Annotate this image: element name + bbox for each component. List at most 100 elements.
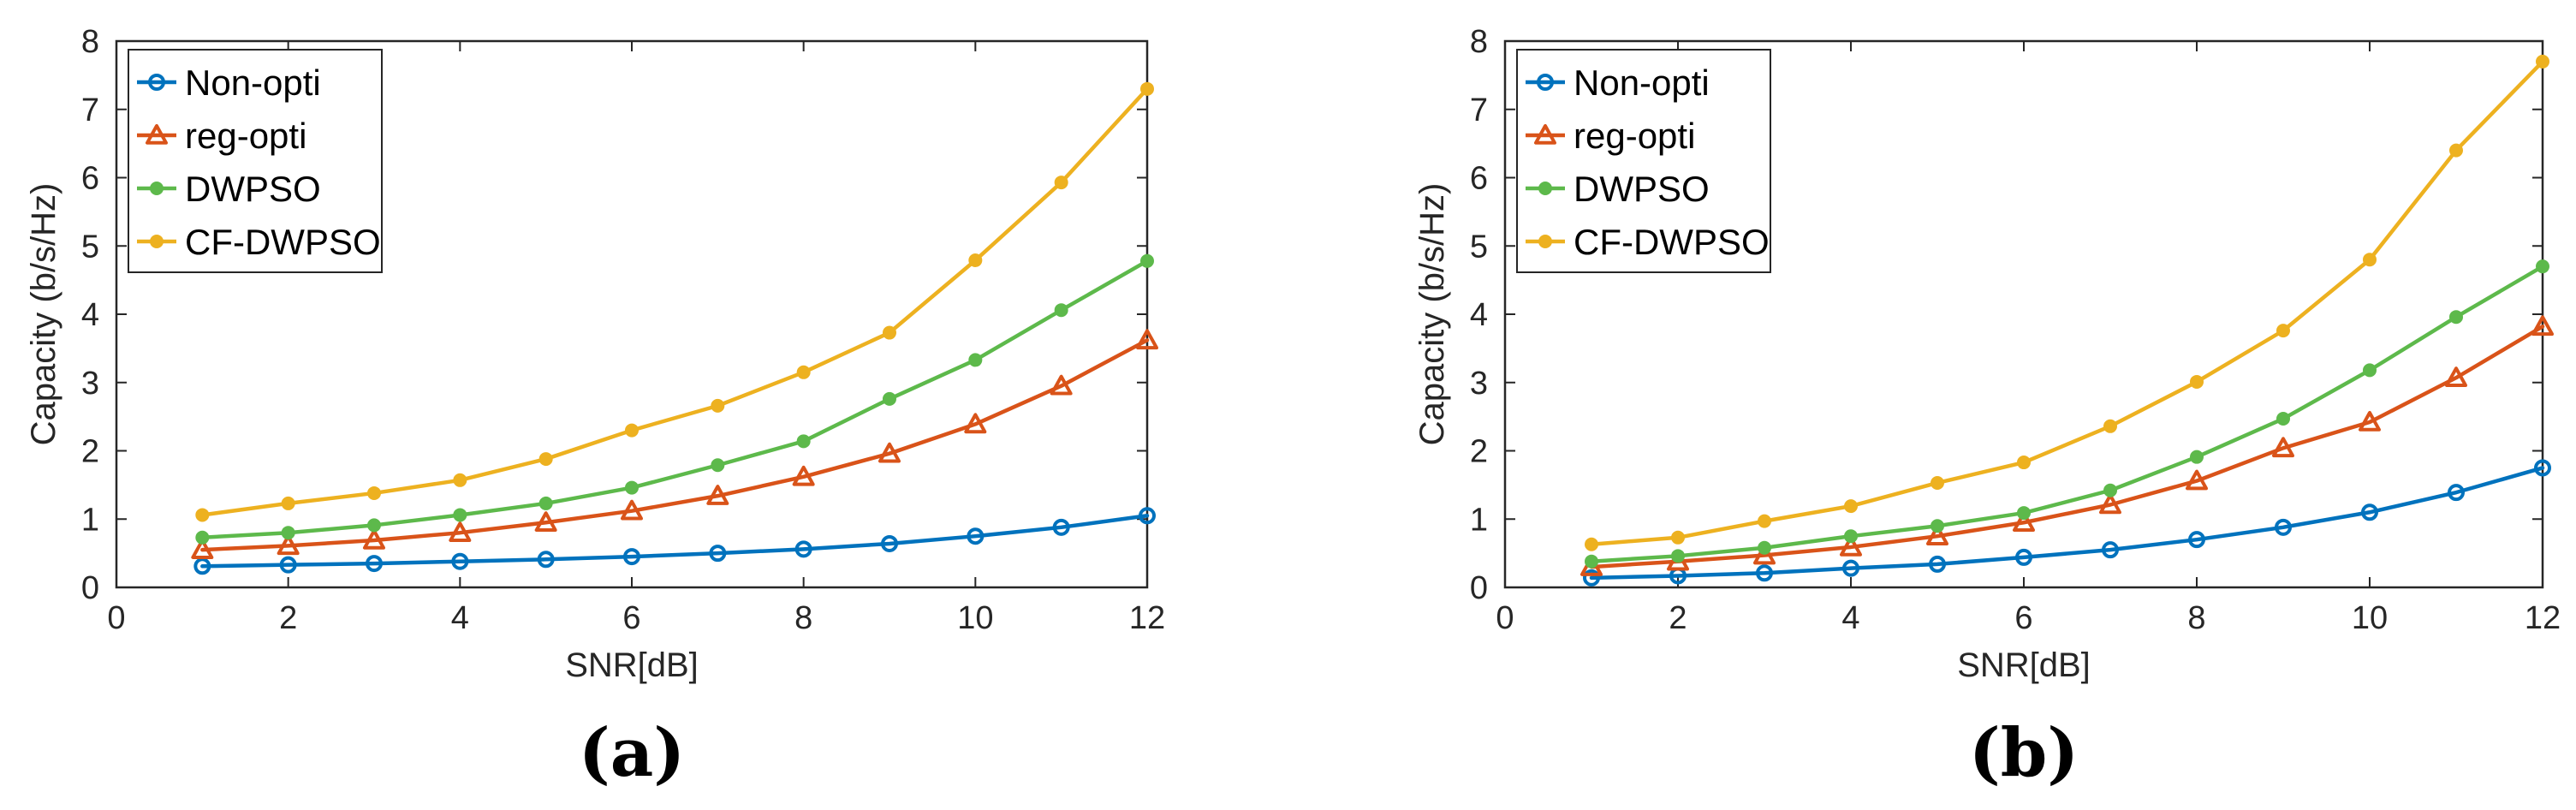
series-point-a-2-7 — [796, 434, 811, 449]
series-point-a-1-7 — [792, 465, 815, 486]
x-tick-label-a-3: 6 — [622, 600, 640, 636]
legend-label-a-2: DWPSO — [185, 169, 321, 209]
series-point-b-2-11 — [2536, 259, 2549, 274]
series-line-b-2 — [1589, 264, 2545, 563]
series-point-b-1-4 — [1926, 525, 1948, 545]
series-point-b-3-8 — [2276, 324, 2290, 338]
x-tick-label-b-0: 0 — [1496, 600, 1514, 636]
series-point-b-2-8 — [2276, 412, 2290, 426]
panel-label-b: (b) — [1969, 714, 2079, 792]
series-point-a-3-2 — [367, 485, 381, 500]
series-point-b-3-0 — [1585, 537, 1598, 551]
series-point-a-0-5 — [623, 548, 640, 566]
y-tick-label-b-4: 4 — [1470, 297, 1488, 333]
series-point-a-0-8 — [881, 534, 898, 552]
series-point-b-2-6 — [2103, 483, 2117, 497]
y-tick-label-b-0: 0 — [1470, 570, 1488, 606]
y-tick-label-b-8: 8 — [1470, 24, 1488, 60]
x-tick-label-a-2: 4 — [451, 600, 469, 636]
x-tick-label-b-2: 4 — [1841, 600, 1859, 636]
series-point-a-3-6 — [711, 398, 725, 413]
series-point-b-2-4 — [1931, 519, 1944, 533]
series-point-b-3-4 — [1931, 475, 1944, 490]
series-point-a-2-10 — [1054, 303, 1068, 318]
series-point-a-1-0 — [191, 539, 214, 559]
legend-label-b-1: reg-opti — [1574, 116, 1695, 156]
series-point-a-3-9 — [968, 253, 983, 267]
series-point-a-0-11 — [1139, 507, 1156, 525]
y-tick-label-a-1: 1 — [81, 502, 99, 538]
series-point-b-0-0 — [1583, 569, 1600, 587]
series-point-a-0-0 — [193, 557, 211, 575]
legend-marker-b-1 — [1534, 124, 1556, 145]
series-point-b-0-4 — [1929, 555, 1946, 573]
legend-label-b-0: Non-opti — [1574, 63, 1710, 103]
x-tick-label-a-5: 10 — [957, 600, 993, 636]
series-point-a-3-0 — [195, 508, 210, 522]
x-tick-label-a-4: 8 — [794, 600, 812, 636]
series-point-a-2-11 — [1140, 253, 1154, 268]
series-point-b-1-7 — [2186, 469, 2208, 491]
y-tick-label-b-3: 3 — [1470, 366, 1488, 402]
series-line-a-2 — [200, 259, 1150, 540]
series-point-a-3-5 — [625, 423, 639, 438]
series-point-a-3-7 — [796, 365, 811, 379]
series-point-b-1-3 — [1840, 535, 1862, 557]
series-point-a-3-1 — [281, 496, 295, 510]
series-point-a-3-3 — [453, 473, 467, 487]
series-point-b-0-8 — [2275, 518, 2292, 536]
series-point-a-1-8 — [878, 442, 901, 463]
legend-box-a — [128, 49, 383, 273]
y-tick-label-a-0: 0 — [81, 570, 99, 606]
y-tick-label-a-4: 4 — [81, 297, 99, 333]
series-point-b-2-5 — [2017, 506, 2031, 521]
legend-box-b — [1516, 49, 1771, 273]
series-point-a-1-2 — [363, 528, 385, 550]
y-tick-label-a-5: 5 — [81, 229, 99, 265]
legend-marker-a-0 — [148, 74, 165, 91]
x-tick-label-b-4: 8 — [2187, 600, 2205, 636]
series-point-a-1-5 — [621, 499, 643, 521]
y-tick-label-a-7: 7 — [81, 92, 99, 128]
series-point-a-1-10 — [1050, 374, 1073, 396]
legend-label-a-1: reg-opti — [185, 116, 306, 156]
legend-label-a-0: Non-opti — [185, 63, 321, 103]
x-tick-label-b-6: 12 — [2525, 600, 2561, 636]
series-point-a-1-1 — [277, 534, 300, 556]
series-line-a-1 — [200, 338, 1150, 552]
series-point-a-0-9 — [967, 527, 985, 545]
y-axis-label-b: Capacity (b/s/Hz) — [1413, 183, 1451, 446]
legend-label-b-2: DWPSO — [1574, 169, 1710, 209]
x-tick-label-b-1: 2 — [1669, 600, 1687, 636]
series-point-b-2-7 — [2190, 450, 2204, 464]
legend-marker-b-2 — [1538, 182, 1552, 195]
legend-marker-b-3 — [1538, 235, 1552, 248]
series-point-b-0-7 — [2188, 531, 2205, 549]
series-point-a-2-0 — [195, 530, 210, 545]
series-point-b-3-1 — [1671, 530, 1685, 545]
series-point-a-0-2 — [366, 555, 383, 573]
series-point-b-1-6 — [2099, 493, 2121, 515]
axes-frame-b — [1503, 39, 2544, 589]
y-tick-label-a-2: 2 — [81, 434, 99, 470]
axes-frame-a — [115, 39, 1149, 589]
series-point-b-3-9 — [2363, 253, 2377, 267]
y-tick-label-b-5: 5 — [1470, 229, 1488, 265]
y-tick-label-a-6: 6 — [81, 161, 99, 197]
legend-label-b-3: CF-DWPSO — [1574, 222, 1770, 262]
series-point-a-3-10 — [1054, 176, 1068, 190]
series-point-a-0-4 — [537, 551, 555, 569]
y-axis-label-a: Capacity (b/s/Hz) — [25, 183, 62, 446]
series-point-a-0-7 — [794, 540, 812, 558]
legend-marker-a-3 — [150, 235, 164, 248]
series-line-b-3 — [1589, 59, 2545, 547]
series-point-b-2-1 — [1671, 549, 1685, 563]
y-tick-label-b-6: 6 — [1470, 161, 1488, 197]
series-point-b-1-2 — [1753, 544, 1776, 565]
x-tick-label-a-1: 2 — [279, 600, 297, 636]
series-point-a-2-4 — [538, 496, 553, 510]
series-point-b-1-9 — [2359, 411, 2381, 432]
series-point-a-3-4 — [538, 452, 553, 467]
